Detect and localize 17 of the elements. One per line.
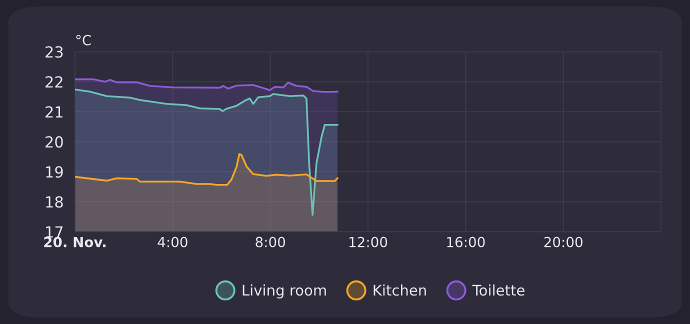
y-tick-label: 17 [46, 226, 63, 238]
y-tick-label: 18 [46, 196, 63, 208]
x-tick-label: 12:00 [350, 236, 388, 248]
y-tick-label: 20 [46, 136, 63, 148]
x-tick-label: 20. Nov. [44, 236, 106, 248]
y-tick-label: 19 [46, 166, 63, 178]
x-tick-label: 4:00 [158, 236, 188, 248]
x-tick-label: 8:00 [256, 236, 286, 248]
legend-label: Living room [242, 284, 326, 299]
y-axis-title: °C [76, 34, 91, 46]
x-tick-label: 20:00 [544, 236, 582, 248]
y-tick-label: 22 [46, 76, 62, 88]
legend-label: Kitchen [374, 284, 426, 296]
x-tick-label: 16:00 [447, 236, 485, 248]
y-tick-label: 23 [46, 46, 63, 58]
legend-label: Toilette [472, 284, 524, 296]
y-tick-label: 21 [46, 106, 62, 118]
